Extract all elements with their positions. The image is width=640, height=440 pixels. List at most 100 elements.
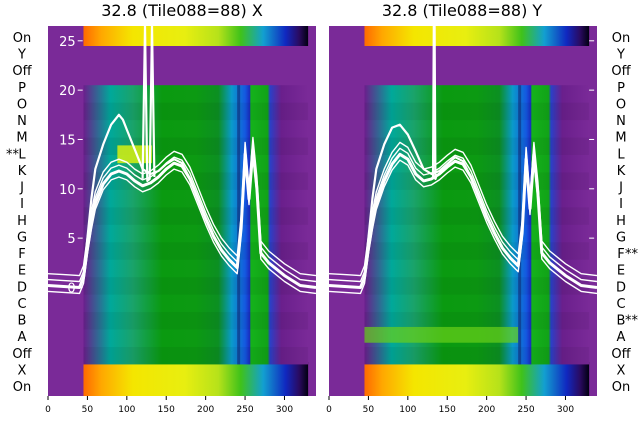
row-label: D [17,280,27,295]
y-tick-label: 0 [67,281,75,296]
x-tick-label: 150 [158,405,175,415]
row-label: A [18,330,27,345]
row-label: L [617,147,625,162]
row-label: On [612,380,630,395]
row-marker: ** [6,147,20,162]
row-label: On [612,31,630,46]
row-label: D [616,280,626,295]
heatmap-row [364,242,590,260]
heatmap-row [364,312,590,330]
row-label: O [17,97,27,112]
row-label: M [16,131,27,146]
row-label: E [18,264,26,279]
row-label: L [18,147,26,162]
series-line [141,24,156,182]
row-label: X [617,363,626,378]
row-label: A [617,330,626,345]
series-line [47,154,317,295]
chart-title-x: 32.8 (Tile088=88) X [101,1,263,20]
row-marker: ** [625,314,639,329]
heatmap-row [83,346,309,365]
heatmap-row [83,102,309,121]
row-label: K [617,164,626,179]
heatmap-strip [518,85,522,365]
series-line [82,113,199,278]
y-tick-label: 10 [596,183,613,198]
series-line [431,24,438,180]
row-label: Off [12,64,32,79]
y-tick-label: 5 [596,232,604,247]
row-label: F [18,247,25,262]
row-label: F [617,247,624,262]
heatmap-band-bottom [83,362,309,396]
series-line [47,136,317,277]
row-label: H [616,214,626,229]
heatmap-row [83,207,309,225]
series-line [328,159,598,295]
heatmap-highlight [364,326,519,343]
row-label: P [18,81,26,96]
x-tick-label: 300 [276,405,293,415]
heatmap-row [83,277,309,295]
y-tick-label: 5 [67,232,75,247]
series-line [328,141,598,277]
x-tick-label: 300 [557,405,574,415]
x-tick-label: 0 [45,405,51,415]
x-tick-label: 50 [82,405,94,415]
heatmap-row [83,312,309,330]
row-label: On [13,380,31,395]
row-label: G [616,230,626,245]
heatmap-band-bottom [364,362,590,396]
x-tick-label: 100 [118,405,135,415]
row-label: C [616,297,625,312]
heatmap-row [364,137,590,156]
row-label: Off [611,347,631,362]
row-label: J [19,181,24,196]
heatmap-band-top [364,26,590,46]
y-tick-label: 20 [59,84,76,99]
row-label: K [18,164,27,179]
y-tick-label: 15 [596,133,613,148]
heatmap-row [364,102,590,121]
row-label: J [618,181,623,196]
x-tick-label: 200 [197,405,214,415]
heatmap-body [364,85,590,365]
row-label: G [17,230,27,245]
row-label: B [617,314,626,329]
row-label: O [616,97,626,112]
x-tick-label: 250 [517,405,534,415]
x-tick-label: 250 [236,405,253,415]
y-tick-label: 10 [59,183,76,198]
row-label: Off [611,64,631,79]
chart-title-y: 32.8 (Tile088=88) Y [382,1,543,20]
y-tick-label: 25 [59,35,76,50]
row-label: X [18,363,27,378]
y-tick-label: 25 [596,35,613,50]
x-tick-label: 200 [478,405,495,415]
row-label: Y [616,48,625,63]
x-tick-label: 100 [399,405,416,415]
row-label: M [615,131,626,146]
row-label: C [17,297,26,312]
row-label: H [17,214,27,229]
heatmap-row [83,137,309,156]
heatmap-row [83,242,309,260]
x-tick-label: 50 [363,405,375,415]
row-label: I [20,197,24,212]
row-label: Off [12,347,32,362]
heatmap-row [364,207,590,225]
heatmap-body [83,85,309,365]
row-label: B [18,314,27,329]
heatmap-strip [237,85,241,365]
row-label: E [617,264,625,279]
row-label: N [17,114,27,129]
heatmap-band-top [83,26,309,46]
y-tick-label: 20 [596,84,613,99]
row-label: On [13,31,31,46]
x-tick-label: 0 [326,405,332,415]
row-marker: ** [625,247,639,262]
